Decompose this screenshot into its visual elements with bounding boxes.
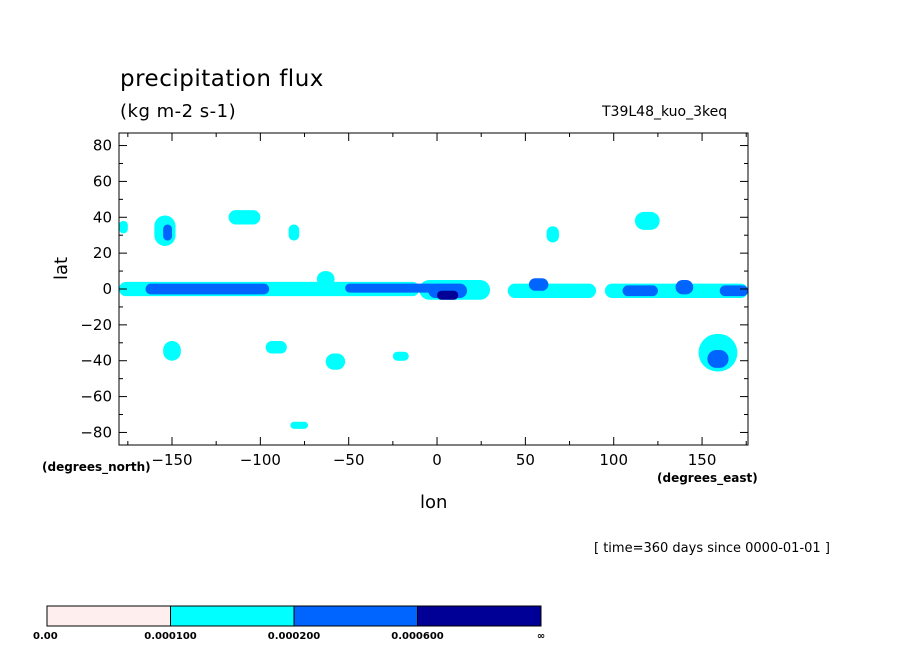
precip-region-14: [163, 224, 173, 241]
precip-region-25: [325, 353, 346, 370]
x-tick-label-2: −50: [333, 451, 365, 469]
heatmap-regions: [119, 210, 748, 429]
y-tick-label-0: 80: [93, 137, 112, 155]
chart-title: precipitation flux: [120, 66, 324, 92]
y-tick-label-3: 20: [93, 244, 112, 262]
y-tick-label-4: 0: [102, 280, 112, 298]
colorbar-swatch-2: [293, 605, 418, 627]
colorbar-swatch-1: [170, 605, 295, 627]
colorbar: 0.00 0.000100 0.000200 0.000600 ∞: [33, 605, 545, 642]
x-units-label: (degrees_east): [657, 471, 758, 485]
run-label: T39L48_kuo_3keq: [602, 104, 728, 120]
y-units-label: (degrees_north): [42, 460, 151, 474]
y-tick-label-1: 60: [93, 172, 112, 190]
precip-region-24: [707, 349, 729, 368]
precip-region-12: [437, 290, 459, 300]
precip-region-16: [288, 224, 300, 241]
x-tick-label-4: 50: [516, 451, 535, 469]
precip-region-19: [634, 211, 660, 230]
colorbar-swatch-0: [46, 605, 171, 627]
x-axis-label: lon: [420, 492, 448, 513]
precip-region-8: [622, 285, 658, 297]
precip-region-21: [265, 341, 287, 354]
y-tick-label-7: −60: [80, 388, 112, 406]
y-tick-label-5: −20: [80, 316, 112, 334]
precip-region-7: [528, 278, 549, 291]
precip-region-2: [507, 283, 597, 298]
x-tick-label-6: 150: [688, 451, 717, 469]
precip-region-5: [345, 283, 438, 293]
y-tick-label-2: 40: [93, 208, 112, 226]
x-tick-label-3: 0: [432, 451, 442, 469]
x-tick-label-5: 100: [599, 451, 628, 469]
y-tick-label-8: −80: [80, 423, 112, 441]
colorbar-label-3: 0.000600: [391, 631, 444, 642]
chart-subtitle: (kg m-2 s-1): [120, 101, 237, 122]
precip-region-15: [228, 210, 261, 225]
time-label: [ time=360 days since 0000-01-01 ]: [594, 541, 830, 556]
y-tick-label-6: −40: [80, 352, 112, 370]
precip-region-11: [316, 271, 335, 288]
colorbar-label-4: ∞: [537, 631, 545, 642]
colorbar-label-2: 0.000200: [268, 631, 321, 642]
precip-region-4: [145, 283, 270, 295]
colorbar-swatch-3: [417, 605, 542, 627]
colorbar-label-0: 0.00: [33, 631, 58, 642]
precip-region-22: [392, 351, 409, 361]
x-tick-label-0: −150: [151, 451, 192, 469]
precip-region-20: [163, 341, 181, 361]
x-tick-label-1: −100: [240, 451, 281, 469]
plot-frame: [118, 132, 749, 446]
precip-region-9: [675, 280, 694, 295]
precip-region-17: [119, 220, 128, 234]
axis-ticks: −150 −100 −50 0 50 100 150 80 60 40 20 0 −20 −40 −60 −8…: [80, 133, 748, 469]
y-axis-label: lat: [51, 256, 72, 280]
colorbar-label-1: 0.000100: [144, 631, 197, 642]
precip-region-26: [290, 421, 309, 429]
precip-region-18: [546, 226, 559, 243]
precip-region-10: [719, 285, 748, 297]
